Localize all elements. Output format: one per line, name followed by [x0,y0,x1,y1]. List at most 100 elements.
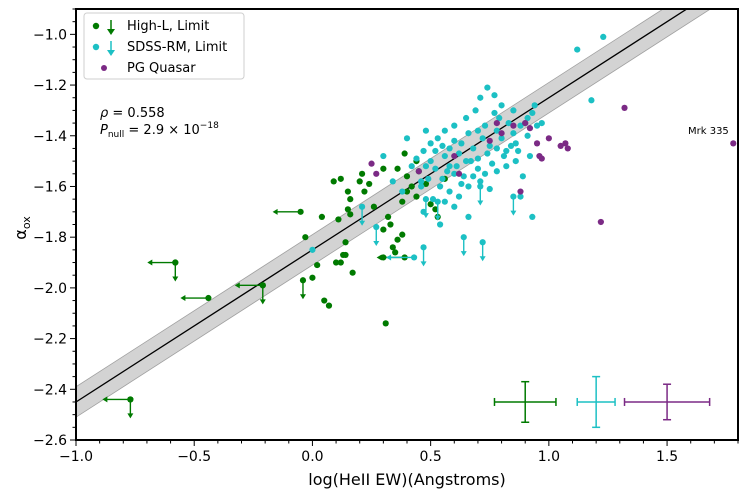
confidence-band [76,9,712,418]
point-1-8 [458,140,465,147]
point-1-24 [517,122,524,129]
point-1-13 [479,135,486,142]
point-1-73 [500,152,508,160]
y-tick-label: −1.6 [33,179,67,195]
point-0-39 [325,302,333,309]
point-1-78 [474,127,482,134]
point-2-5 [498,130,505,137]
point-1-51 [503,163,510,170]
point-0-19 [413,193,420,200]
point-0-45 [382,320,389,327]
y-tick-label: −2.0 [33,281,67,297]
point-1-70 [467,158,474,165]
limit-arrowhead-0-3 [234,282,240,289]
rho-annotation: ρ = 0.558 [100,106,165,121]
limit-arrowhead-0-7 [127,413,134,419]
point-0-43 [349,269,356,276]
point-1-16 [489,160,496,167]
point-1-93 [484,150,491,157]
point-1-48 [477,178,484,185]
point-1-22 [510,130,517,137]
point-1-76 [432,165,439,172]
limit-arrowhead-1-5 [510,210,517,216]
point-1-61 [451,203,458,210]
point-1-57 [389,178,396,185]
point-2-11 [538,155,545,162]
point-1-44 [446,188,453,195]
point-1-91 [425,175,432,182]
point-0-33 [392,249,399,256]
point-1-6 [451,170,458,177]
point-1-38 [427,140,434,147]
point-0-40 [332,259,340,266]
point-0-28 [401,150,408,157]
limit-arrowhead-1-3 [460,251,467,257]
point-1-46 [465,183,472,190]
point-1-86 [574,46,581,53]
y-tick-label: −2.4 [33,382,67,398]
point-1-58 [399,188,406,195]
point-1-81 [510,107,517,114]
point-0-27 [394,165,401,172]
point-1-54 [526,152,534,160]
limit-point-1-9 [434,198,441,205]
point-2-16 [517,188,524,195]
point-0-13 [387,221,394,228]
limit-point-1-2 [420,244,427,251]
point-1-27 [529,109,536,117]
legend-arrowhead-high-l [107,29,115,35]
point-1-55 [380,152,387,160]
point-0-26 [358,170,366,177]
point-0-23 [432,206,439,213]
point-0-8 [366,180,373,188]
point-0-4 [344,206,351,213]
x-tick-label: 1.0 [538,449,560,465]
point-1-36 [441,127,448,134]
limit-point-1-4 [479,239,486,246]
point-2-15 [564,145,571,152]
point-1-35 [451,122,458,129]
point-1-65 [517,193,524,200]
data-points-layer [302,33,737,327]
point-1-69 [453,163,460,170]
limit-arrowhead-1-6 [477,200,484,206]
point-0-6 [335,216,342,223]
x-tick-label: −1.0 [59,449,93,465]
y-ticks-layer: −2.6 −2.4 −2.2 −2.0 −1.8 −1.6 −1.4 −1.2 −1.0 [33,8,76,449]
y-tick-label: −1.4 [33,129,67,145]
point-0-29 [403,173,411,180]
legend-item-high-l: High-L, Limit [92,19,209,35]
point-2-14 [562,140,569,147]
point-0-22 [427,201,434,208]
point-1-11 [470,145,477,152]
legend-label-pg-quasar: PG Quasar [127,61,196,76]
x-tick-label: 0.5 [420,449,442,465]
point-2-2 [451,152,458,160]
point-0-5 [347,211,354,218]
point-1-94 [493,145,500,152]
point-1-14 [481,122,489,129]
point-2-4 [486,137,493,144]
point-1-80 [491,109,498,117]
x-tick-label: 0.0 [301,449,323,465]
confidence-band-layer [76,9,712,418]
y-tick-label: −2.6 [33,433,67,449]
point-1-47 [470,173,477,180]
error-bars-layer [493,375,711,429]
point-2-12 [545,135,552,142]
limit-arrowhead-1-2 [420,261,427,267]
point-1-88 [588,97,595,104]
point-2-17 [493,119,500,127]
point-1-67 [460,173,467,180]
mrk-335-label: Mrk 335 [688,126,729,137]
point-1-33 [472,107,479,114]
point-1-84 [451,137,458,144]
point-1-39 [420,147,427,155]
limit-point-1-0 [358,203,366,210]
point-1-85 [422,127,430,134]
point-1-3 [439,142,446,150]
point-0-3 [347,196,354,203]
point-1-95 [446,145,453,152]
point-1-19 [498,135,505,142]
point-1-59 [429,196,437,203]
